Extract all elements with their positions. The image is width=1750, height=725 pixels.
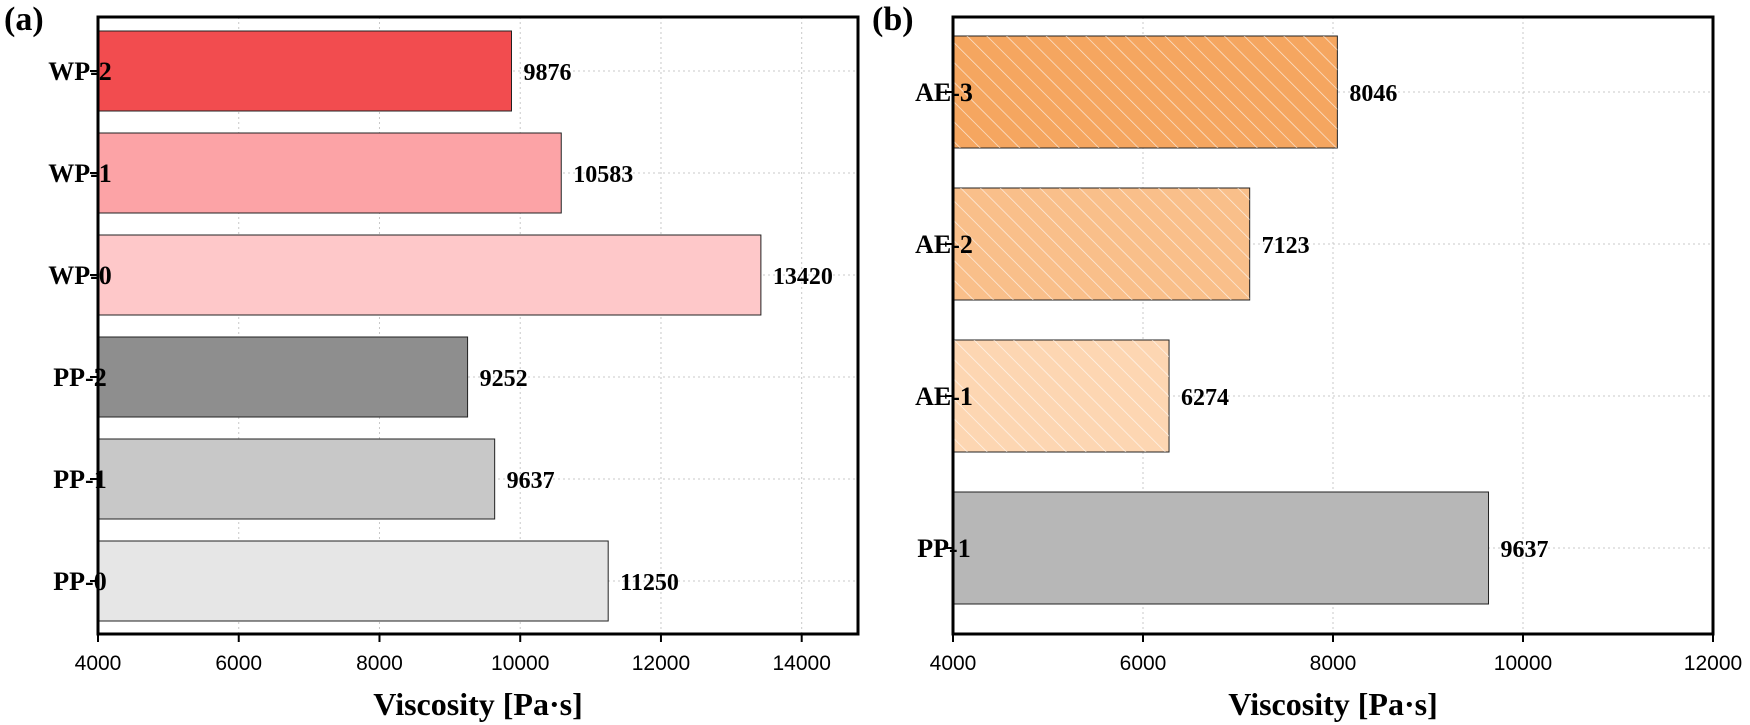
plot-frame [96, 15, 860, 636]
value-label-wp-0: 13420 [773, 264, 833, 290]
panel-label: (b) [872, 1, 914, 38]
value-label-wp-2: 9876 [523, 60, 571, 86]
value-label-ae-3: 8046 [1349, 81, 1397, 107]
x-tick-label: 8000 [356, 652, 403, 675]
bar-wp-2 [97, 30, 512, 112]
bar-pp-1 [952, 491, 1490, 605]
panel-a: 9876WP-210583WP-113420WP-09252PP-29637PP… [4, 1, 860, 722]
bar-hatch-ae-1 [953, 340, 1170, 452]
category-label-ae-2: AE-2 [915, 230, 973, 259]
value-label-ae-1: 6274 [1181, 385, 1229, 411]
category-label-wp-2: WP-2 [48, 57, 112, 86]
bar-wp-1 [97, 132, 562, 214]
x-tick-label: 14000 [773, 652, 831, 675]
panel-label: (a) [4, 1, 44, 38]
x-tick-label: 12000 [632, 652, 690, 675]
value-label-pp-0: 11250 [620, 570, 679, 596]
x-axis-title: Viscosity [Pa·s] [373, 686, 582, 722]
panel-b: 8046 AE-3 7123 AE-2 6274 AE-1 9637 PP-1 4000 6000… [872, 1, 1742, 722]
x-tick-label: 6000 [1120, 652, 1167, 675]
x-tick-label: 10000 [491, 652, 549, 675]
bar-pp-0 [97, 540, 609, 622]
category-label-ae-1: AE-1 [915, 382, 973, 411]
x-tick-label: 6000 [215, 652, 262, 675]
x-tick-label: 12000 [1684, 652, 1742, 675]
bar-wp-0 [97, 234, 762, 316]
x-tick-label: 10000 [1494, 652, 1552, 675]
x-tick-label: 4000 [930, 652, 977, 675]
value-label-pp-1: 9637 [507, 468, 555, 494]
bar-hatch-ae-3 [953, 36, 1338, 148]
x-tick-label: 4000 [75, 652, 122, 675]
category-label-wp-1: WP-1 [48, 159, 112, 188]
value-label-wp-1: 10583 [573, 162, 633, 188]
bar-pp-1 [97, 438, 496, 520]
bar-pp-2 [97, 336, 469, 418]
value-label-ae-2: 7123 [1262, 233, 1310, 259]
value-label-pp-2: 9252 [480, 366, 528, 392]
category-label-ae-3: AE-3 [915, 78, 973, 107]
x-tick-label: 8000 [1310, 652, 1357, 675]
category-label-wp-0: WP-0 [48, 261, 112, 290]
bar-hatch-ae-2 [953, 188, 1250, 300]
category-label-pp-1: PP-1 [917, 534, 970, 563]
x-axis-title: Viscosity [Pa·s] [1228, 686, 1437, 722]
value-label-pp-1: 9637 [1501, 537, 1549, 563]
